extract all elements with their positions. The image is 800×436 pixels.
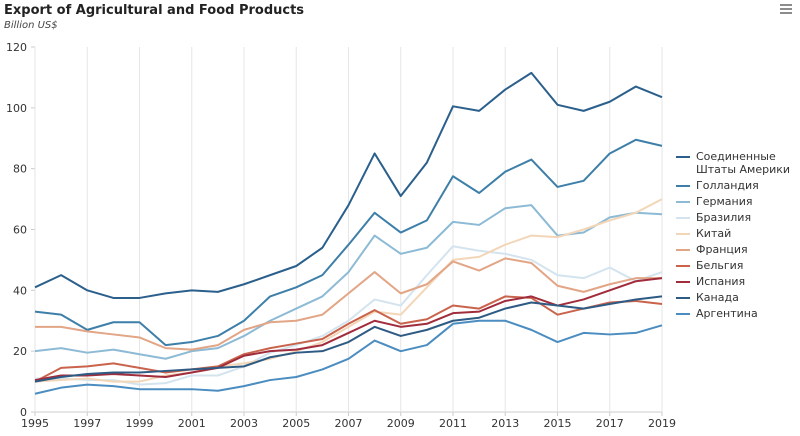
y-tick-label: 60 — [13, 224, 27, 237]
y-tick-label: 100 — [6, 102, 27, 115]
chart-subtitle: Billion US$ — [4, 20, 58, 31]
y-tick-label: 80 — [13, 163, 27, 176]
series-line — [34, 295, 663, 383]
legend-label: Бельгия — [696, 259, 744, 272]
x-tick-label: 1999 — [126, 417, 154, 430]
legend-swatch — [676, 297, 690, 299]
legend-label: Соединенные Штаты Америки — [696, 150, 791, 176]
legend-item[interactable]: Бельгия — [676, 259, 800, 272]
legend-item[interactable]: Аргентина — [676, 307, 800, 320]
x-tick-label: 2015 — [544, 417, 572, 430]
legend: Соединенные Штаты Америки Голландия Герман… — [676, 150, 800, 323]
x-tick-label: 1997 — [73, 417, 101, 430]
legend-swatch — [676, 217, 690, 219]
legend-label: Китай — [696, 227, 732, 240]
x-tick-label: 2003 — [230, 417, 258, 430]
x-tick-label: 2007 — [335, 417, 363, 430]
legend-swatch — [676, 265, 690, 267]
series-line — [35, 257, 662, 351]
legend-item[interactable]: Германия — [676, 195, 800, 208]
legend-swatch — [676, 233, 690, 235]
x-tick-label: 2013 — [491, 417, 519, 430]
legend-item[interactable]: Бразилия — [676, 211, 800, 224]
legend-label: Канада — [696, 291, 739, 304]
chart-title: Export of Agricultural and Food Products — [4, 3, 304, 18]
series-line — [34, 319, 663, 395]
x-tick-label: 2019 — [648, 417, 676, 430]
x-tick-label: 2011 — [439, 417, 467, 430]
legend-label: Германия — [696, 195, 753, 208]
legend-swatch — [676, 281, 690, 283]
legend-label: Голландия — [696, 179, 759, 192]
menu-icon[interactable] — [780, 4, 792, 14]
x-tick-label: 2001 — [178, 417, 206, 430]
legend-label: Аргентина — [696, 307, 758, 320]
legend-item[interactable]: Соединенные Штаты Америки — [676, 150, 800, 176]
series-line — [34, 295, 663, 383]
y-tick-label: 40 — [13, 284, 27, 297]
legend-label: Бразилия — [696, 211, 752, 224]
legend-item[interactable]: Франция — [676, 243, 800, 256]
legend-swatch — [676, 313, 690, 315]
series-line — [34, 138, 663, 347]
legend-swatch — [676, 201, 690, 203]
legend-item[interactable]: Голландия — [676, 179, 800, 192]
legend-swatch — [676, 185, 690, 187]
x-tick-label: 2017 — [596, 417, 624, 430]
legend-item[interactable]: Китай — [676, 227, 800, 240]
legend-item[interactable]: Испания — [676, 275, 800, 288]
series-line — [34, 71, 663, 299]
y-tick-label: 20 — [13, 345, 27, 358]
x-tick-label: 2005 — [282, 417, 310, 430]
series-line — [35, 245, 663, 386]
x-tick-label: 1995 — [21, 417, 49, 430]
legend-label: Испания — [696, 275, 746, 288]
series-line — [34, 204, 663, 360]
y-tick-label: 0 — [20, 406, 27, 419]
legend-swatch — [676, 249, 690, 251]
series-line — [34, 198, 663, 383]
legend-item[interactable]: Канада — [676, 291, 800, 304]
legend-swatch — [676, 156, 690, 158]
x-tick-label: 2009 — [387, 417, 415, 430]
y-tick-label: 120 — [6, 41, 27, 54]
legend-label: Франция — [696, 243, 748, 256]
